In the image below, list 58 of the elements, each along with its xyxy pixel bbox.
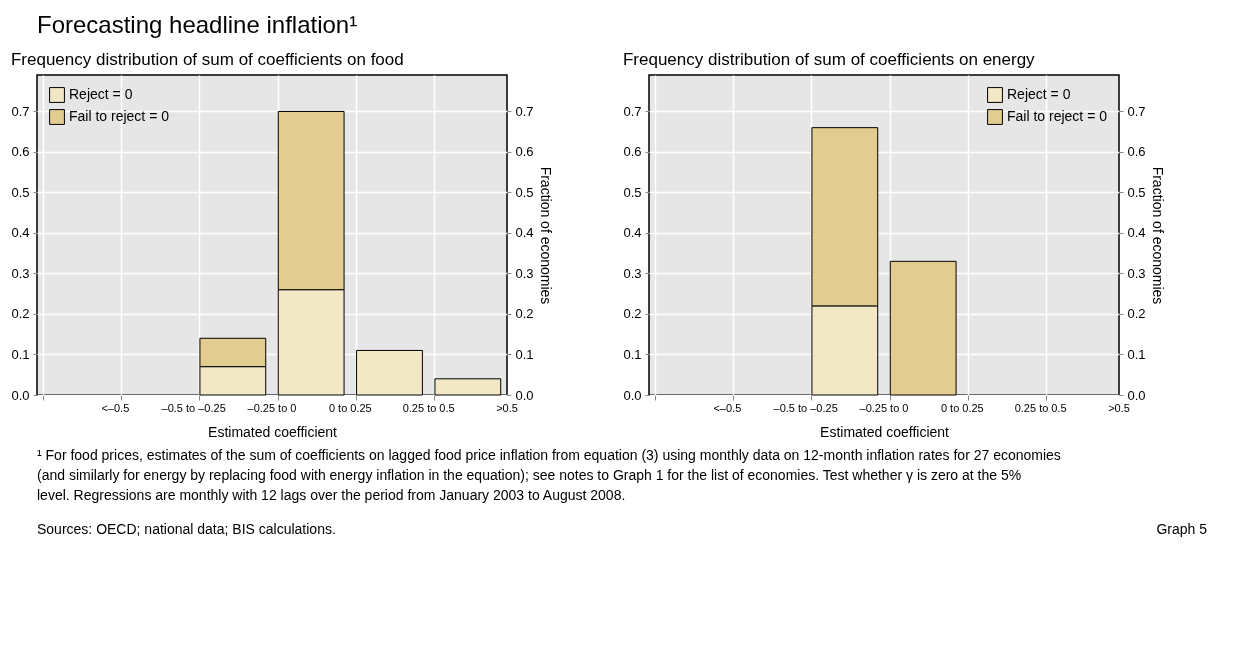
x-tick-label: <–0.5 [713,401,742,414]
x-axis-title: Estimated coefficient [820,423,950,440]
y2-tick-label: 0.4 [515,225,534,241]
y2-axis-title: Fraction of economies [1149,166,1166,305]
y-tick-label: 0.5 [11,184,30,200]
y2-tick-label: 0.5 [1127,184,1146,200]
y-tick-label: 0.5 [623,184,642,200]
y2-tick-label: 0.2 [1127,306,1146,322]
y2-tick-label: 0.0 [1127,387,1146,403]
legend-label: Fail to reject = 0 [1007,108,1108,124]
x-tick-label: 0.25 to 0.5 [1014,401,1067,414]
y-tick-label: 0.0 [11,387,30,403]
y2-tick-label: 0.2 [515,306,534,322]
x-tick-label: –0.5 to –0.25 [773,401,838,414]
x-tick-label: >0.5 [496,401,518,414]
y-tick-label: 0.2 [11,306,30,322]
y-tick-label: 0.7 [623,103,642,119]
chart-subtitle: Frequency distribution of sum of coefficients on food [10,50,404,69]
x-axis-title: Estimated coefficient [208,423,338,440]
y-tick-label: 0.4 [11,225,30,241]
legend-label: Fail to reject = 0 [69,108,170,124]
y2-tick-label: 0.0 [515,387,534,403]
y2-tick-label: 0.5 [515,184,534,200]
y-tick-label: 0.7 [11,103,30,119]
x-tick-label: >0.5 [1108,401,1130,414]
y2-tick-label: 0.7 [1127,103,1146,119]
y-tick-label: 0.2 [623,306,642,322]
y-tick-label: 0.1 [623,346,642,362]
y-tick-label: 0.4 [623,225,642,241]
x-tick-label: –0.25 to 0 [247,401,297,414]
x-tick-label: –0.25 to 0 [859,401,909,414]
y-tick-label: 0.1 [11,346,30,362]
x-tick-label: 0 to 0.25 [328,401,372,414]
x-tick-label: 0 to 0.25 [940,401,984,414]
x-tick-label: –0.5 to –0.25 [161,401,226,414]
y2-tick-label: 0.4 [1127,225,1146,241]
y2-tick-label: 0.6 [1127,144,1146,160]
y-tick-label: 0.6 [623,144,642,160]
y-tick-label: 0.3 [623,265,642,281]
y2-tick-label: 0.1 [515,346,534,362]
chart-subtitle: Frequency distribution of sum of coefficients on energy [622,50,1036,69]
text: ¹ For food prices, estimates of the sum of coefficients on lagged food price inflation from equation (3) using monthly data on 12-month inflation rates for 27 economies (and similarly for energy by replacing food with energy inflation in the equation); see notes to Graph 1 for the list of economies. Test whether γ is zero at the 5% level. Regressions are monthly with 12 lags over the period from January 2003 to August 2008. [37,447,1061,503]
y-tick-label: 0.3 [11,265,30,281]
y2-tick-label: 0.7 [515,103,534,119]
y2-axis-title: Fraction of economies [537,166,554,305]
y-tick-label: 0.0 [623,387,642,403]
y2-tick-label: 0.1 [1127,346,1146,362]
y-tick-label: 0.6 [11,144,30,160]
chart-title: Forecasting headline inflation¹ [37,11,358,38]
x-tick-label: <–0.5 [101,401,130,414]
legend-label: Reject = 0 [1007,86,1071,102]
y2-tick-label: 0.3 [515,265,534,281]
caption: Graph 5 [1156,521,1208,537]
x-tick-label: 0.25 to 0.5 [402,401,455,414]
y2-tick-label: 0.6 [515,144,534,160]
legend-label: Reject = 0 [69,86,133,102]
source-note: Sources: OECD; national data; BIS calculations. [37,521,336,537]
y2-tick-label: 0.3 [1127,265,1146,281]
